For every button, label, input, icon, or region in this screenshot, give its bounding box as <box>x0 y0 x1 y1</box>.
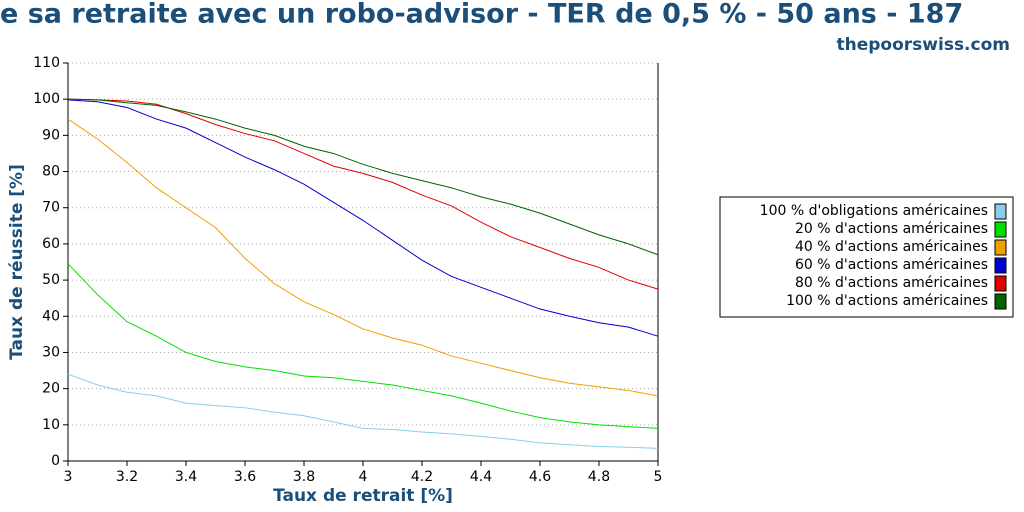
y-tick-label: 90 <box>42 127 60 143</box>
legend-label: 80 % d'actions américaines <box>795 275 988 291</box>
legend-box <box>719 196 1014 318</box>
x-tick-label: 3.2 <box>116 469 138 485</box>
x-tick-label: 4.2 <box>411 469 433 485</box>
legend-swatch <box>994 275 1007 292</box>
x-tick-label: 4.6 <box>529 469 551 485</box>
legend-label: 20 % d'actions américaines <box>795 221 988 237</box>
legend-label: 40 % d'actions américaines <box>795 239 988 255</box>
x-tick-label: 4 <box>359 469 368 485</box>
series-line <box>67 99 659 337</box>
x-tick-label: 3.4 <box>175 469 197 485</box>
legend-swatch <box>994 239 1007 256</box>
y-tick-label: 60 <box>42 236 60 252</box>
legend-swatch <box>994 293 1007 310</box>
x-tick-label: 3.6 <box>234 469 256 485</box>
x-tick-label: 3.8 <box>293 469 315 485</box>
y-tick-label: 20 <box>42 381 60 397</box>
legend-swatch <box>994 257 1007 274</box>
series-line <box>67 118 659 397</box>
legend-swatch <box>994 203 1007 220</box>
y-tick-label: 30 <box>42 344 60 360</box>
y-tick-label: 50 <box>42 272 60 288</box>
y-tick-label: 80 <box>42 164 60 180</box>
y-tick-label: 0 <box>51 453 60 469</box>
y-tick-label: 110 <box>33 55 60 71</box>
legend-label: 60 % d'actions américaines <box>795 257 988 273</box>
legend-swatch <box>994 221 1007 238</box>
x-tick-label: 4.8 <box>588 469 610 485</box>
series-line <box>67 98 659 256</box>
x-tick-label: 5 <box>654 469 663 485</box>
chart-title: e sa retraite avec un robo-advisor - TER… <box>0 0 963 30</box>
y-axis-label: Taux de réussite [%] <box>7 164 27 360</box>
series-line <box>67 263 659 429</box>
series-line <box>67 98 659 290</box>
x-tick-label: 3 <box>64 469 73 485</box>
y-tick-label: 10 <box>42 417 60 433</box>
x-tick-label: 4.4 <box>470 469 492 485</box>
chart-subtitle: thepoorswiss.com <box>837 35 1011 55</box>
y-tick-label: 40 <box>42 308 60 324</box>
legend-label: 100 % d'obligations américaines <box>760 203 988 219</box>
y-tick-label: 100 <box>33 91 60 107</box>
series-line <box>67 373 659 449</box>
y-tick-label: 70 <box>42 200 60 216</box>
x-axis-label: Taux de retrait [%] <box>273 486 453 506</box>
legend-label: 100 % d'actions américaines <box>786 293 988 309</box>
